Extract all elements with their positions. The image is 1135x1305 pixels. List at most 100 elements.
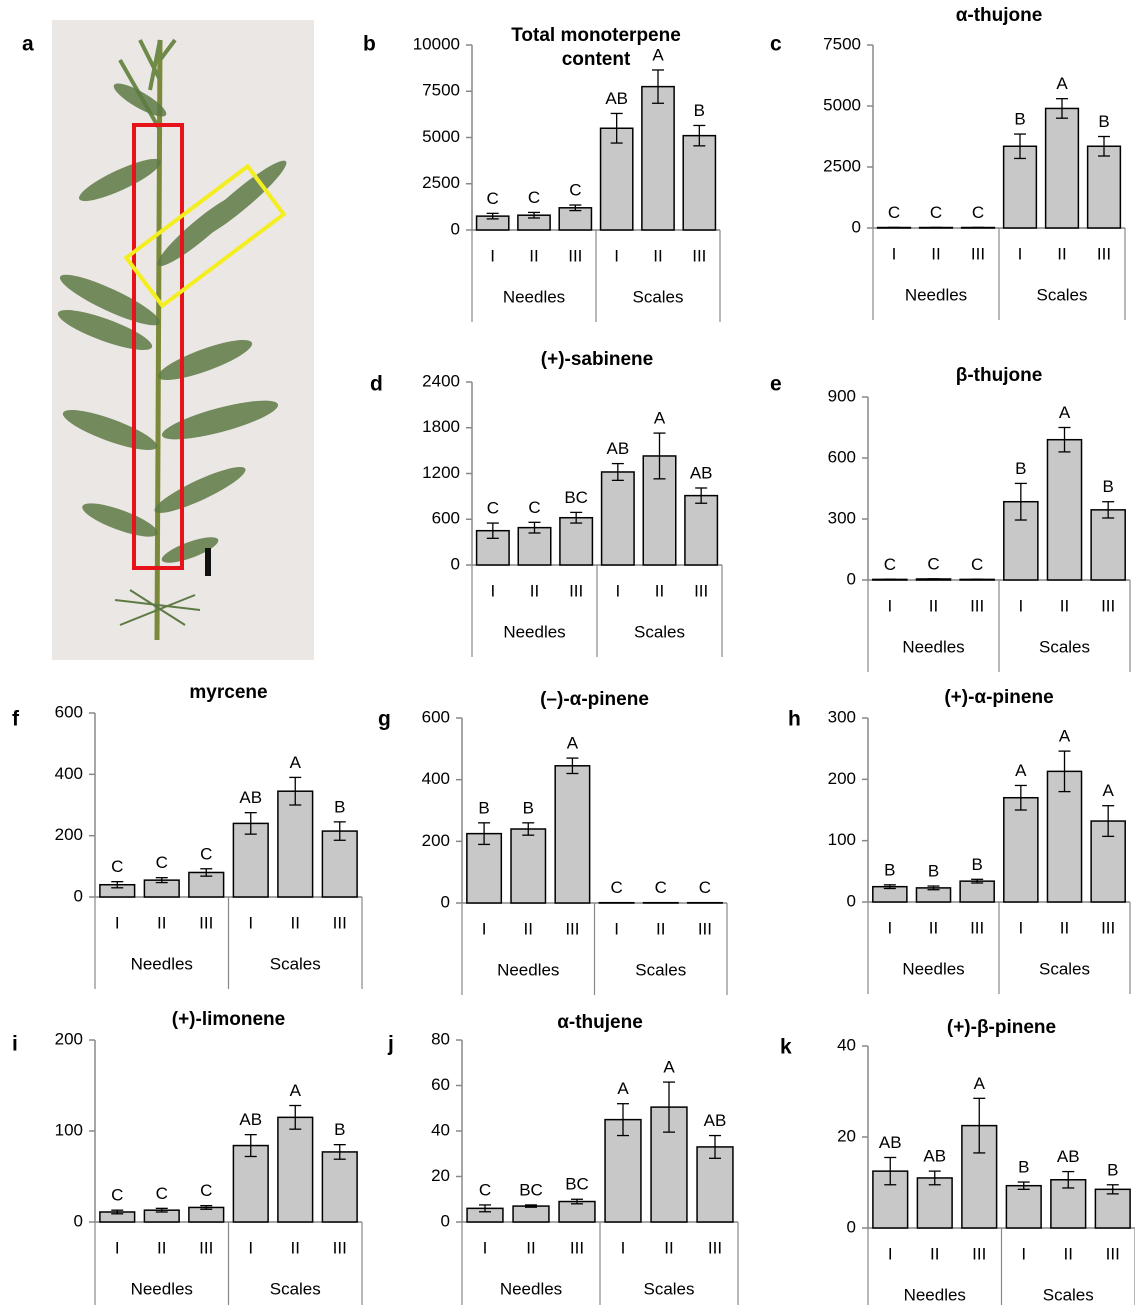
significance-label: B <box>1014 110 1025 129</box>
group-label: Scales <box>635 960 686 979</box>
panel-label: j <box>387 1033 394 1056</box>
chart-title-box: α-thujone <box>869 4 1129 64</box>
chart-title-box: (+)-limonene <box>99 1008 359 1068</box>
significance-label: B <box>334 1120 345 1139</box>
significance-label: C <box>655 878 667 897</box>
significance-label: BC <box>564 488 588 507</box>
significance-label: C <box>971 555 983 574</box>
significance-label: A <box>617 1079 629 1098</box>
significance-label: AB <box>1057 1147 1080 1166</box>
significance-label: C <box>111 1186 123 1205</box>
x-tick-label: II <box>1060 918 1069 937</box>
bar <box>511 829 545 903</box>
significance-label: C <box>528 498 540 517</box>
x-tick-label: I <box>1018 596 1023 615</box>
panel-label: f <box>12 708 20 731</box>
y-tick-label: 1200 <box>422 463 460 482</box>
significance-label: A <box>290 1081 302 1100</box>
x-tick-label: I <box>892 244 897 263</box>
x-tick-label: II <box>157 913 166 932</box>
significance-label: B <box>1102 477 1113 496</box>
significance-label: C <box>927 554 939 573</box>
photo <box>52 20 314 660</box>
significance-label: A <box>654 409 666 428</box>
y-tick-label: 400 <box>55 764 83 783</box>
chart-title: (–)-α-pinene <box>465 688 725 712</box>
x-tick-label: I <box>490 581 495 600</box>
x-tick-label: II <box>530 581 539 600</box>
significance-label: C <box>487 189 499 208</box>
significance-label: C <box>610 878 622 897</box>
y-tick-label: 200 <box>55 1029 83 1048</box>
x-tick-label: II <box>929 918 938 937</box>
x-tick-label: I <box>482 919 487 938</box>
significance-label: C <box>111 857 123 876</box>
significance-label: A <box>290 753 302 772</box>
x-tick-label: II <box>291 1238 300 1257</box>
y-tick-label: 200 <box>828 769 856 788</box>
y-tick-label: 0 <box>74 1211 83 1230</box>
y-tick-label: 900 <box>828 386 856 405</box>
figure: a bTotal monoterpene content025005000750… <box>0 0 1135 1305</box>
x-tick-label: I <box>1018 244 1023 263</box>
bar <box>683 136 715 230</box>
x-tick-label: II <box>524 919 533 938</box>
y-tick-label: 40 <box>837 1035 856 1054</box>
y-tick-label: 0 <box>451 554 460 573</box>
significance-label: C <box>487 499 499 518</box>
y-tick-label: 0 <box>847 1217 856 1236</box>
bar <box>513 1206 549 1222</box>
x-tick-label: II <box>1057 244 1066 263</box>
significance-label: C <box>200 1181 212 1200</box>
y-tick-label: 600 <box>432 509 460 528</box>
x-tick-label: I <box>888 1244 893 1263</box>
significance-label: B <box>1107 1160 1118 1179</box>
bar <box>1091 510 1125 580</box>
group-label: Needles <box>500 1279 562 1298</box>
group-label: Scales <box>632 287 683 306</box>
significance-label: C <box>884 555 896 574</box>
chart-title: α-thujone <box>869 4 1129 28</box>
x-tick-label: I <box>621 1238 626 1257</box>
significance-label: AB <box>239 1110 262 1129</box>
x-tick-label: I <box>1018 918 1023 937</box>
group-label: Needles <box>497 960 559 979</box>
bar <box>960 881 994 902</box>
group-label: Scales <box>643 1279 694 1298</box>
bar <box>1095 1189 1130 1228</box>
y-tick-label: 100 <box>55 1120 83 1139</box>
x-tick-label: II <box>526 1238 535 1257</box>
significance-label: AB <box>239 788 262 807</box>
chart-title-box: myrcene <box>99 681 359 741</box>
panel-label: e <box>770 373 782 396</box>
bar <box>322 831 357 897</box>
significance-label: BC <box>519 1180 543 1199</box>
bar <box>1004 798 1038 902</box>
chart-title: (+)-limonene <box>99 1008 359 1032</box>
x-tick-label: II <box>653 246 662 265</box>
significance-label: A <box>652 45 664 64</box>
group-label: Needles <box>503 622 565 641</box>
bar <box>559 1202 595 1222</box>
significance-label: AB <box>923 1147 946 1166</box>
y-tick-label: 400 <box>422 769 450 788</box>
significance-label: B <box>884 860 895 879</box>
x-tick-label: I <box>483 1238 488 1257</box>
chart-title: α-thujene <box>470 1011 730 1035</box>
significance-label: A <box>1102 781 1114 800</box>
y-tick-label: 2400 <box>422 371 460 390</box>
bar <box>322 1152 357 1222</box>
significance-label: A <box>663 1058 675 1077</box>
significance-label: A <box>1059 403 1071 422</box>
bar <box>1046 108 1079 228</box>
y-tick-label: 40 <box>431 1120 450 1139</box>
significance-label: B <box>334 797 345 816</box>
y-tick-label: 7500 <box>422 81 460 100</box>
panel-label: b <box>363 33 376 56</box>
y-tick-label: 0 <box>847 569 856 588</box>
x-tick-label: I <box>115 913 120 932</box>
significance-label: AB <box>879 1133 902 1152</box>
significance-label: B <box>694 101 705 120</box>
y-tick-label: 5000 <box>422 127 460 146</box>
group-label: Scales <box>634 622 685 641</box>
